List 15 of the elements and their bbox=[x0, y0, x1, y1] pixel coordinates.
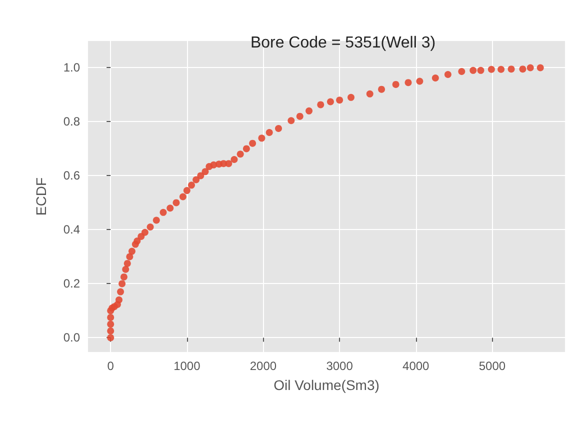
y-tick-label: 1.0 bbox=[63, 60, 80, 75]
x-tick-label: 1000 bbox=[174, 359, 201, 373]
y-tick-label: 0.8 bbox=[63, 114, 80, 129]
x-tick-label: 2000 bbox=[250, 359, 277, 373]
chart-title: Bore Code = 5351(Well 3) bbox=[250, 34, 436, 52]
x-tick-label: 3000 bbox=[326, 359, 354, 373]
y-tick-label: 0.4 bbox=[63, 222, 80, 237]
y-tick-label: 0.0 bbox=[63, 330, 80, 345]
x-tick-label: 4000 bbox=[402, 359, 430, 373]
y-tick-label: 0.6 bbox=[63, 168, 80, 183]
x-tick-label: 5000 bbox=[478, 359, 506, 373]
y-tick-label: 0.2 bbox=[63, 276, 80, 291]
x-tick-label: 0 bbox=[107, 359, 114, 373]
x-axis-title: Oil Volume(Sm3) bbox=[274, 377, 380, 393]
y-axis-title: ECDF bbox=[33, 177, 49, 216]
